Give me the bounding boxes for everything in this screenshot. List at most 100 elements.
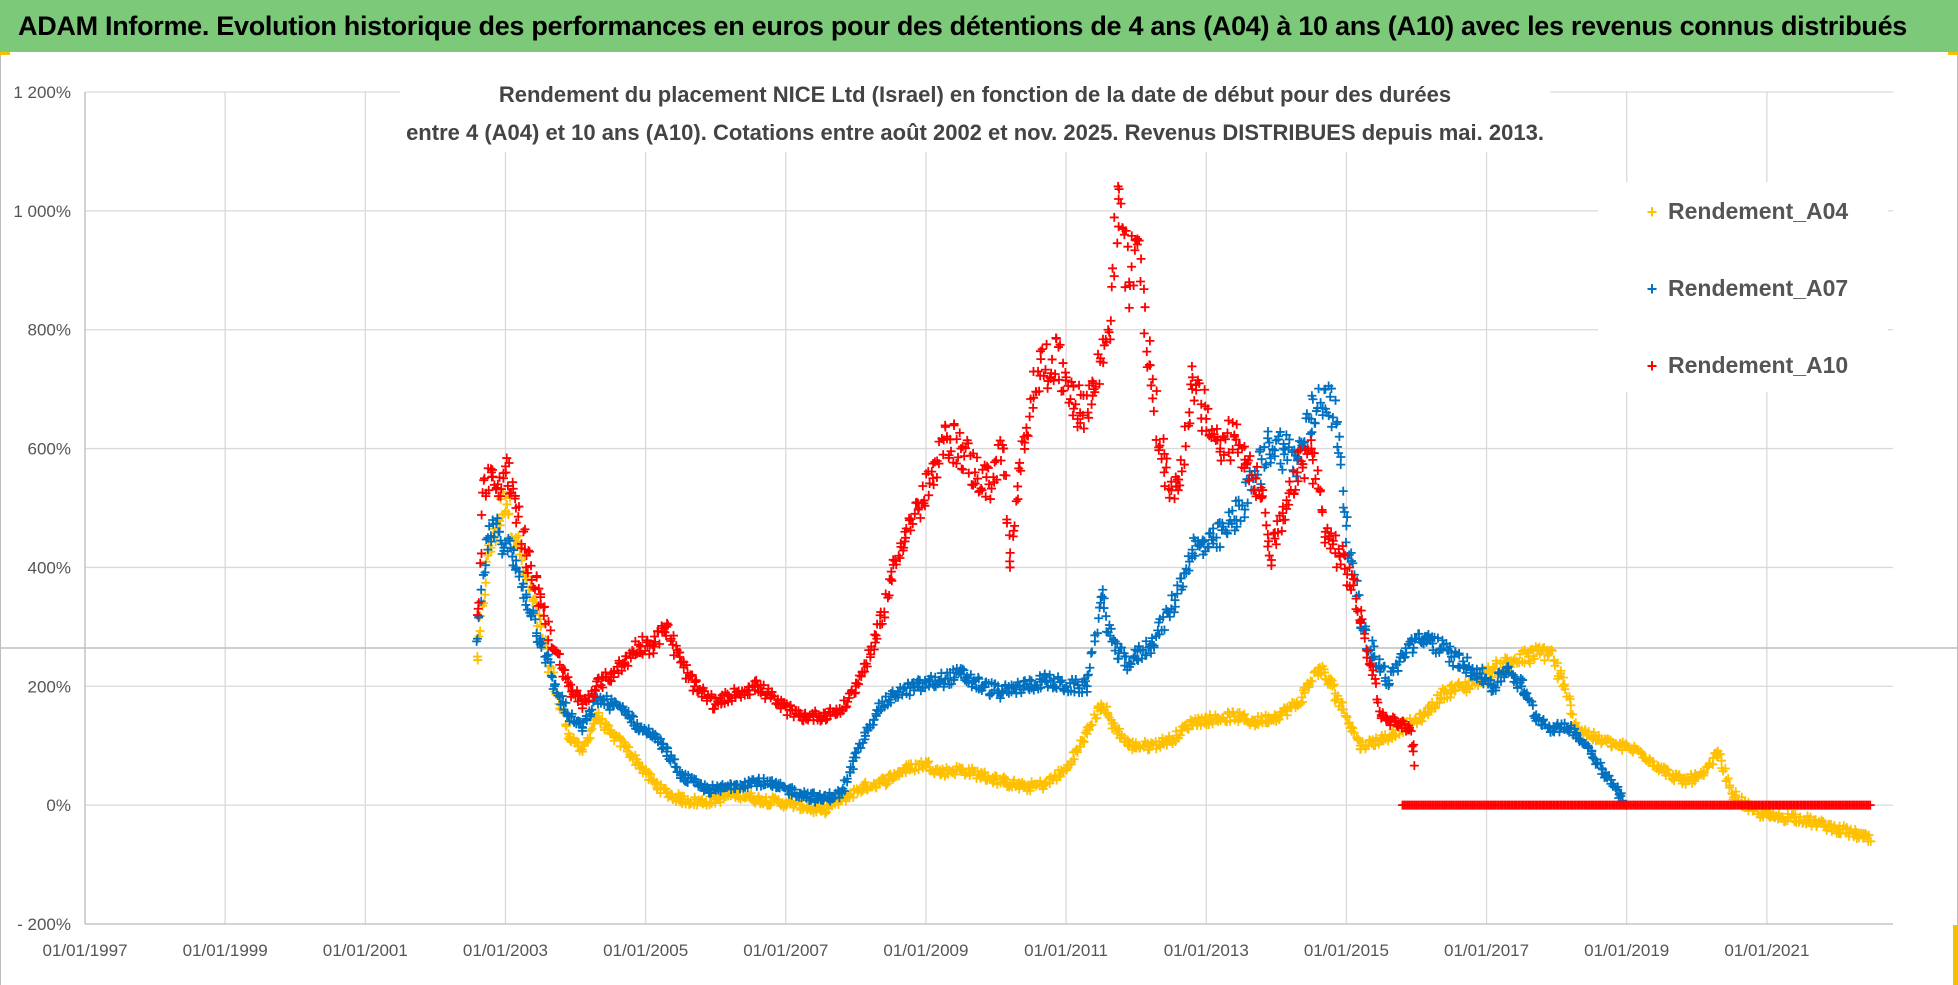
data-point xyxy=(1110,723,1120,733)
data-point xyxy=(856,743,866,753)
data-point xyxy=(1132,654,1142,664)
data-point xyxy=(984,479,994,489)
data-point xyxy=(1224,416,1234,426)
data-point xyxy=(1517,681,1527,691)
data-point xyxy=(476,585,486,595)
data-point xyxy=(1306,444,1316,454)
data-point xyxy=(1162,454,1172,464)
data-point xyxy=(1011,496,1021,506)
data-point xyxy=(774,782,784,792)
data-point xyxy=(1408,746,1418,756)
data-point xyxy=(1043,383,1053,393)
data-point xyxy=(1346,585,1356,595)
data-point xyxy=(602,691,612,701)
data-point xyxy=(1124,741,1134,751)
data-point xyxy=(982,461,992,471)
data-point xyxy=(1092,713,1102,723)
data-point xyxy=(521,600,531,610)
data-point xyxy=(906,514,916,524)
data-point xyxy=(1790,812,1800,822)
data-point xyxy=(532,628,542,638)
data-point xyxy=(1342,512,1352,522)
data-point xyxy=(697,692,707,702)
data-point xyxy=(912,497,922,507)
data-point xyxy=(918,481,928,491)
data-point xyxy=(1154,445,1164,455)
data-point xyxy=(1723,774,1733,784)
data-point xyxy=(523,568,533,578)
data-point xyxy=(637,632,647,642)
data-point xyxy=(1545,646,1555,656)
data-point xyxy=(1272,516,1282,526)
x-tick-label: 01/01/2013 xyxy=(1164,941,1249,960)
data-point xyxy=(1110,646,1120,656)
data-point xyxy=(1103,708,1113,718)
data-point xyxy=(1725,780,1735,790)
data-point xyxy=(1087,399,1097,409)
data-point xyxy=(585,726,595,736)
data-point xyxy=(862,662,872,672)
data-point xyxy=(1061,764,1071,774)
data-point xyxy=(655,734,665,744)
data-point xyxy=(1832,824,1842,834)
data-point xyxy=(1336,452,1346,462)
data-point xyxy=(602,720,612,730)
data-point xyxy=(756,688,766,698)
data-point xyxy=(606,729,616,739)
data-point xyxy=(935,675,945,685)
data-point xyxy=(1055,677,1065,687)
data-point xyxy=(1393,666,1403,676)
data-point xyxy=(1013,494,1023,504)
data-point xyxy=(1270,451,1280,461)
data-point xyxy=(774,797,784,807)
data-point xyxy=(956,764,966,774)
data-point xyxy=(940,422,950,432)
data-point xyxy=(1264,536,1274,546)
data-point xyxy=(476,548,486,558)
data-point xyxy=(1106,624,1116,634)
data-point xyxy=(1330,696,1340,706)
data-point xyxy=(1554,727,1564,737)
data-point xyxy=(1367,636,1377,646)
data-point xyxy=(472,634,482,644)
data-point xyxy=(1769,812,1779,822)
data-point xyxy=(1282,495,1292,505)
data-point xyxy=(1866,836,1876,846)
data-point xyxy=(766,780,776,790)
data-point xyxy=(528,606,538,616)
data-point xyxy=(1015,458,1025,468)
data-point xyxy=(1348,723,1358,733)
data-point xyxy=(527,575,537,585)
data-point xyxy=(644,724,654,734)
data-point xyxy=(1240,505,1250,515)
data-point xyxy=(998,687,1008,697)
data-point xyxy=(1309,448,1319,458)
data-point xyxy=(578,747,588,757)
data-point xyxy=(1587,747,1597,757)
data-point xyxy=(1036,354,1046,364)
data-point xyxy=(1068,382,1078,392)
data-point xyxy=(1539,655,1549,665)
data-point xyxy=(1412,718,1422,728)
data-point xyxy=(1049,674,1059,684)
data-point xyxy=(1528,700,1538,710)
data-point xyxy=(1166,735,1176,745)
data-point xyxy=(550,646,560,656)
data-point xyxy=(1187,361,1197,371)
data-point xyxy=(546,671,556,681)
data-point xyxy=(1588,753,1598,763)
data-point xyxy=(1291,485,1301,495)
data-point xyxy=(1334,432,1344,442)
data-point xyxy=(1135,276,1145,286)
data-point xyxy=(1127,262,1137,272)
data-point xyxy=(676,794,686,804)
data-point xyxy=(1313,663,1323,673)
data-point xyxy=(1092,628,1102,638)
data-point xyxy=(724,691,734,701)
data-point xyxy=(546,625,556,635)
data-point xyxy=(598,683,608,693)
data-point xyxy=(751,675,761,685)
data-point xyxy=(1299,473,1309,483)
data-point xyxy=(481,578,491,588)
data-point xyxy=(926,671,936,681)
